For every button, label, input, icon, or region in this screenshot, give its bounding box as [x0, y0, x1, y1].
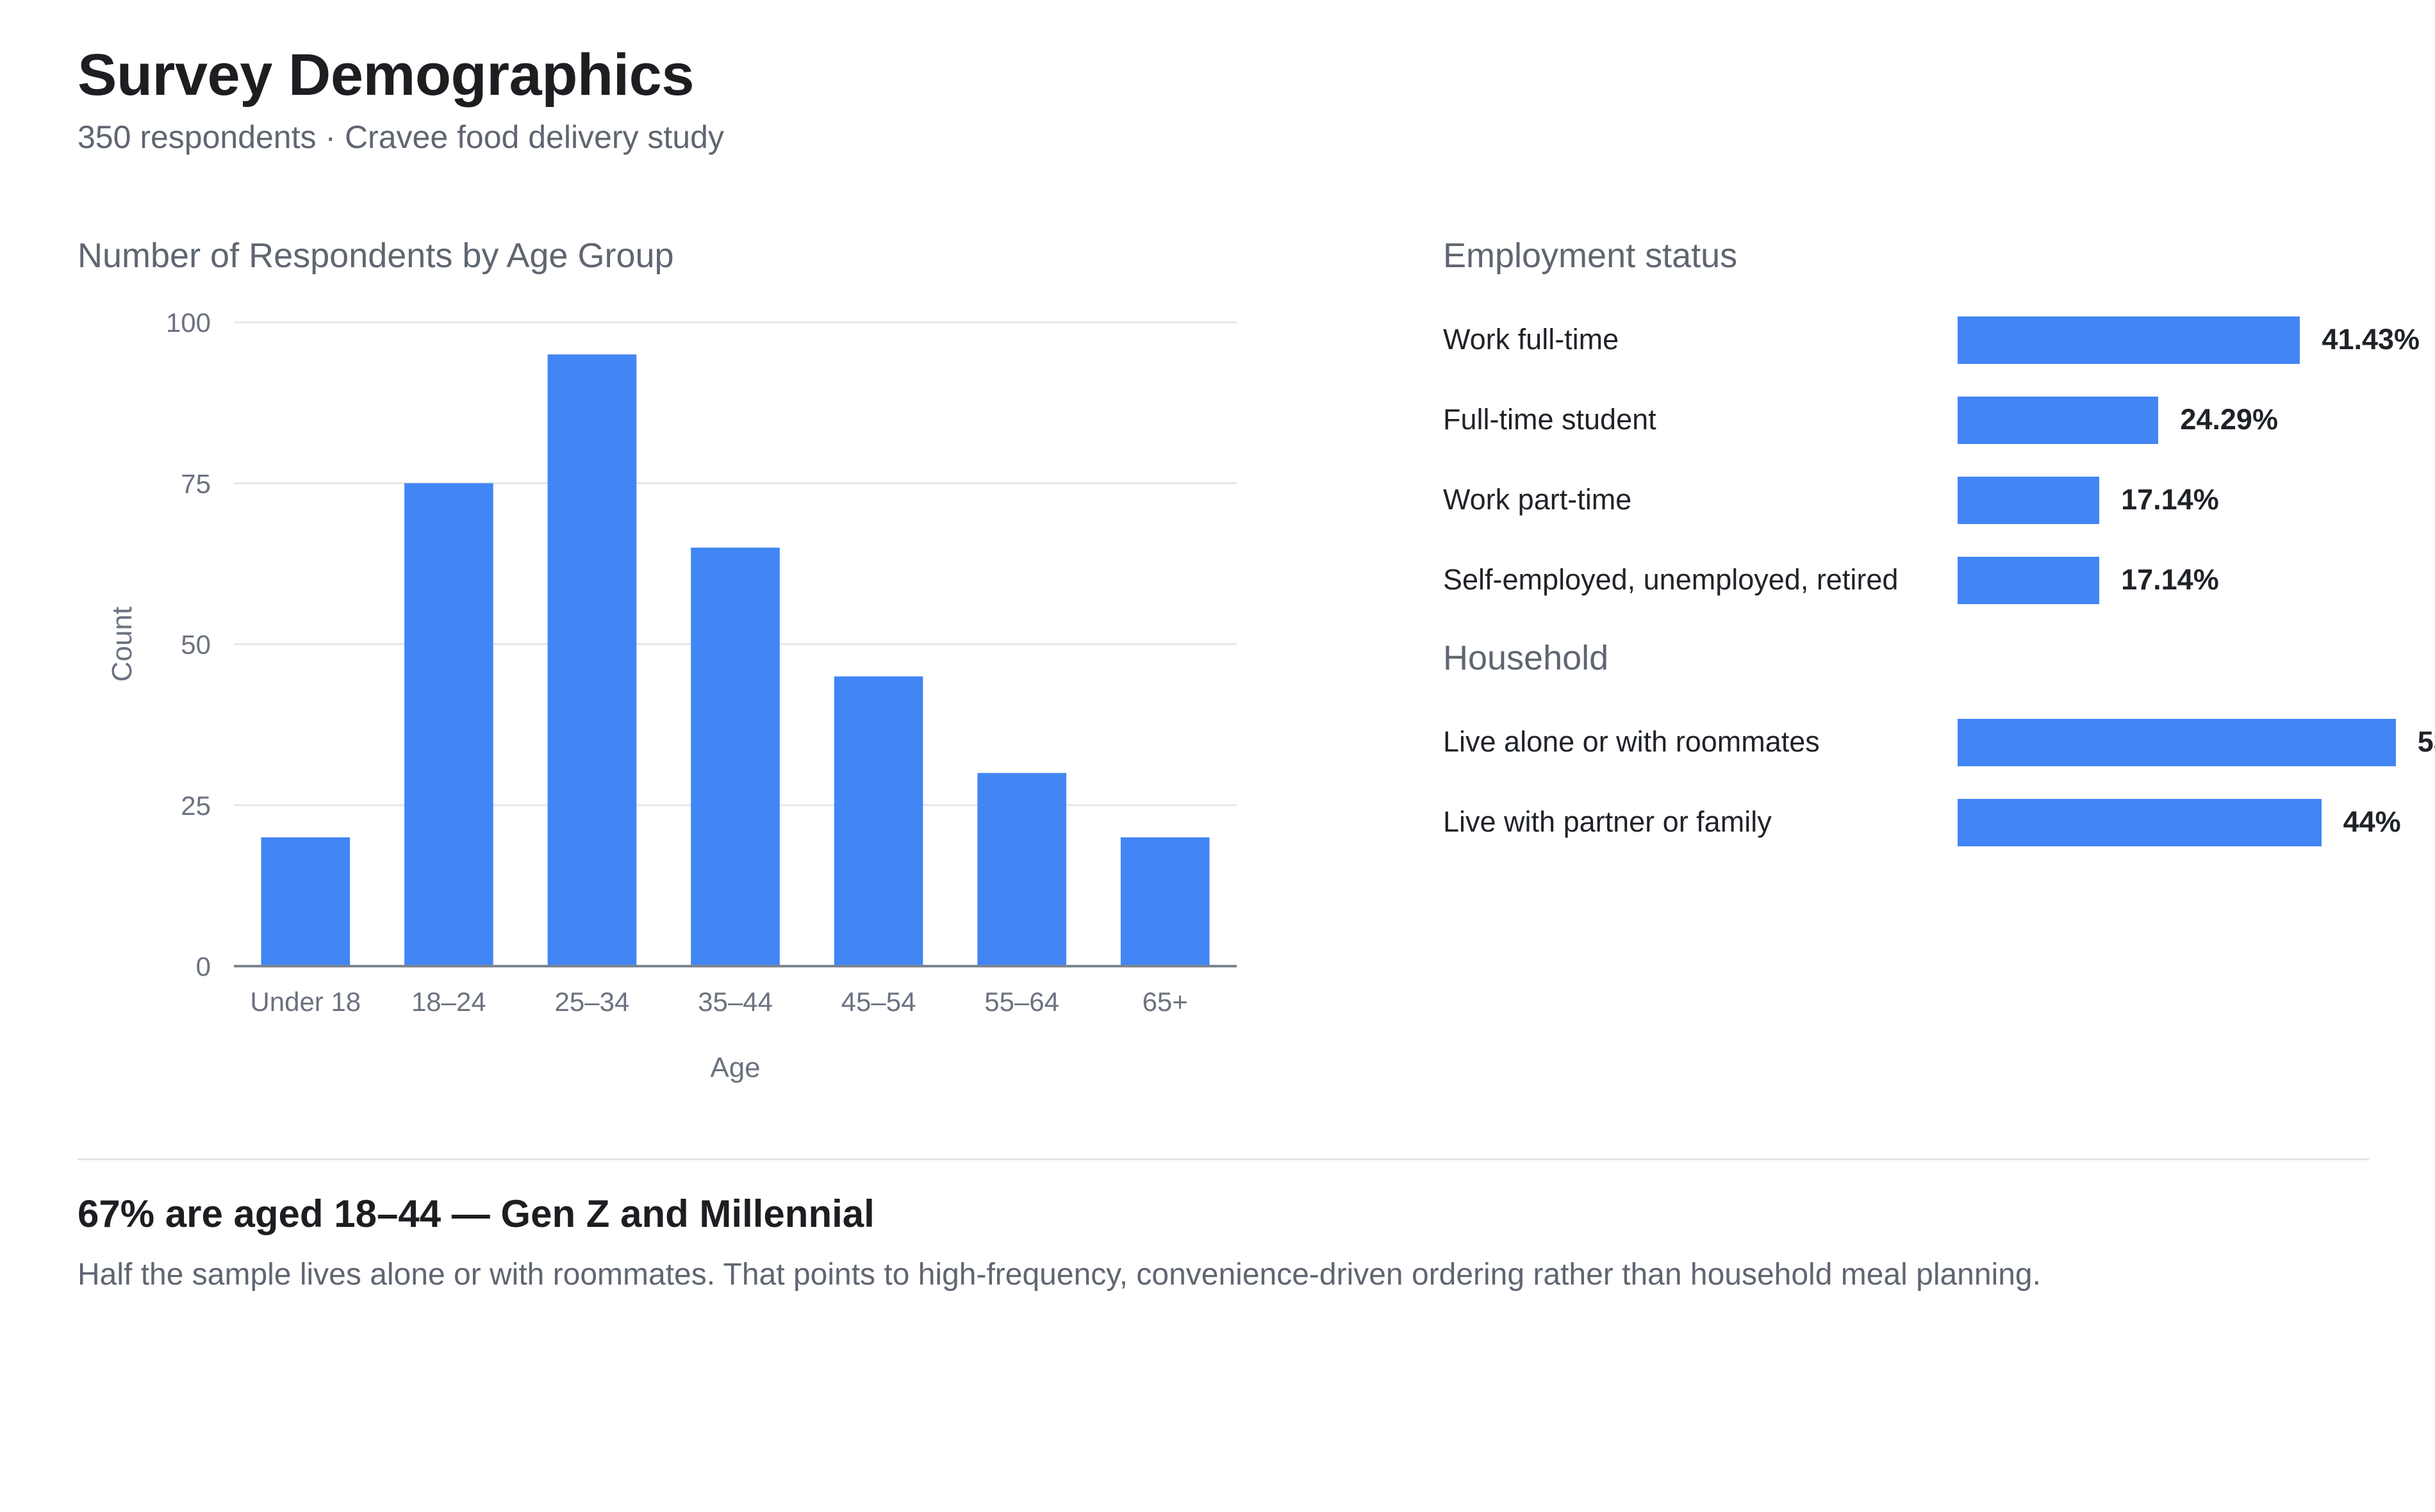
y-tick-label: 75 — [181, 468, 211, 498]
bar-1 — [261, 837, 351, 966]
household-bar — [1958, 799, 2322, 846]
employment-value: 17.14% — [2121, 563, 2219, 596]
employment-title: Employment status — [1443, 236, 1738, 275]
employment-row: Full-time student 24.29% — [1443, 394, 2423, 445]
x-tick-label: 65+ — [1143, 987, 1188, 1017]
bar-6 — [977, 773, 1066, 966]
y-tick-label: 0 — [196, 951, 211, 982]
bar-7 — [1120, 837, 1210, 966]
household-label: Live with partner or family — [1443, 805, 1772, 838]
bar-4 — [691, 547, 780, 966]
x-tick-label: 35–44 — [698, 987, 773, 1017]
y-axis-label: Count — [106, 607, 138, 682]
chart-bars — [261, 354, 1210, 966]
employment-label: Self-employed, unemployed, retired — [1443, 563, 1899, 596]
employment-bar — [1958, 316, 2300, 364]
bar-5 — [834, 676, 923, 966]
x-tick-label: 45–54 — [841, 987, 916, 1017]
household-label: Live alone or with roommates — [1443, 725, 1820, 758]
chart-labels: 0 25 50 75 100 Under 18 18–24 25–34 35–44 45–54 55… — [106, 308, 1188, 1083]
x-axis-label: Age — [710, 1052, 760, 1083]
employment-bar — [1958, 477, 2100, 524]
household-title: Household — [1443, 639, 1609, 677]
x-tick-label: Under 18 — [250, 987, 361, 1017]
insight-title: 67% are aged 18–44 — Gen Z and Millennia… — [78, 1192, 875, 1235]
page-title: Survey Demographics — [78, 42, 694, 108]
employment-label: Full-time student — [1443, 403, 1656, 436]
employment-label: Work full-time — [1443, 323, 1619, 356]
household-value: 53% — [2417, 725, 2435, 758]
employment-value: 17.14% — [2121, 483, 2219, 516]
x-tick-label: 18–24 — [411, 987, 486, 1017]
bar-3 — [547, 354, 637, 966]
y-tick-label: 100 — [166, 308, 211, 338]
employment-row: Work full-time 41.43% — [1443, 314, 2423, 365]
y-tick-label: 50 — [181, 630, 211, 660]
employment-label: Work part-time — [1443, 483, 1632, 516]
chart-gridlines — [234, 321, 1237, 807]
household-row: Live alone or with roommates 53% — [1443, 716, 2435, 768]
household-value: 44% — [2343, 805, 2401, 838]
x-tick-label: 55–64 — [984, 987, 1059, 1017]
age-chart-title: Number of Respondents by Age Group — [78, 236, 674, 275]
insight-text: Half the sample lives alone or with room… — [78, 1258, 2041, 1292]
page-subtitle: 350 respondents · Cravee food delivery s… — [78, 119, 724, 155]
y-tick-label: 25 — [181, 791, 211, 821]
household-bar — [1958, 719, 2396, 766]
employment-row: Work part-time 17.14% — [1443, 474, 2423, 525]
household-row: Live with partner or family 44% — [1443, 796, 2423, 848]
section-divider — [78, 1158, 2369, 1160]
age-bar-chart: 0 25 50 75 100 Under 18 18–24 25–34 35–44 45–54 55… — [106, 308, 1237, 1083]
bar-2 — [404, 483, 493, 966]
employment-bar — [1958, 557, 2100, 604]
employment-value: 41.43% — [2322, 323, 2420, 356]
employment-row: Self-employed, unemployed, retired 17.14% — [1443, 554, 2423, 605]
employment-bar — [1958, 397, 2159, 444]
x-tick-label: 25–34 — [555, 987, 630, 1017]
employment-value: 24.29% — [2180, 403, 2278, 436]
